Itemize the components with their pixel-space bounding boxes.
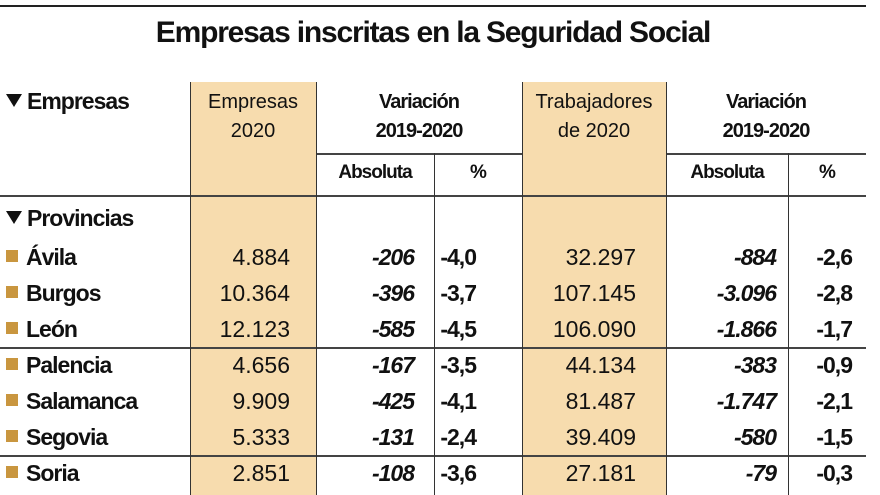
province-name: Burgos [6,280,101,307]
trabajadores-variacion-absoluta: -79 [745,460,777,486]
variacion-pct: -4,0 [440,244,477,270]
square-bullet-icon [6,250,18,262]
empresas-value: 4.656 [232,352,290,378]
group-rule-1 [0,347,866,349]
trabajadores-value: 81.487 [565,388,636,414]
province-name: Ávila [6,244,77,271]
empresas-value: 4.884 [232,244,290,270]
section-provincias: Provincias [6,205,134,232]
trabajadores-variacion-pct: -2,8 [816,280,853,306]
empresas-column-band [190,82,316,495]
table-title: Empresas inscritas en la Seguridad Socia… [155,16,712,49]
trabajadores-value: 27.181 [565,460,636,486]
province-name: Segovia [6,424,108,451]
square-bullet-icon [6,358,18,370]
variacion-pct: -3,5 [440,352,477,378]
header-variacion-empresas: Variación 2019-2020 [375,91,464,142]
header-subrule-right [666,153,866,155]
trabajadores-value: 107.145 [552,280,636,306]
trabajadores-variacion-pct: -1,5 [816,424,853,450]
col-rule-5 [666,82,667,495]
variacion-absoluta: -585 [371,316,415,342]
square-bullet-icon [6,322,18,334]
col-rule-2 [316,82,317,495]
subheader-absoluta-1: Absoluta [338,162,412,183]
triangle-down-icon [6,211,22,224]
trabajadores-value: 44.134 [565,352,636,378]
trabajadores-variacion-absoluta: -1.747 [716,388,777,414]
trabajadores-value: 106.090 [552,316,636,342]
table-row: Burgos 10.364 -396 -3,7 107.145 -3.096 -… [0,276,866,312]
province-name: León [6,316,78,343]
subheader-pct-1: % [470,162,487,183]
variacion-absoluta: -167 [371,352,415,378]
table-row: Salamanca 9.909 -425 -4,1 81.487 -1.747 … [0,384,866,420]
square-bullet-icon [6,466,18,478]
col-rule-1 [190,82,191,495]
header-variacion-trabajadores: Variación 2019-2020 [722,91,811,142]
col-rule-3 [434,153,435,495]
trabajadores-variacion-pct: -0,3 [816,460,853,486]
variacion-absoluta: -108 [371,460,415,486]
header-empresas: Empresas 2020 [207,91,299,142]
variacion-absoluta: -206 [371,244,415,270]
trabajadores-variacion-absoluta: -383 [733,352,777,378]
group-rule-2 [0,455,866,457]
col-rule-4 [522,82,523,495]
variacion-pct: -4,5 [440,316,477,342]
square-bullet-icon [6,286,18,298]
trabajadores-variacion-absoluta: -580 [733,424,777,450]
trabajadores-variacion-absoluta: -884 [733,244,777,270]
header-bottom-rule [0,195,866,197]
variacion-absoluta: -396 [371,280,415,306]
table-row: Ávila 4.884 -206 -4,0 32.297 -884 -2,6 [0,240,866,276]
table-row: León 12.123 -585 -4,5 106.090 -1.866 -1,… [0,312,866,348]
subheader-absoluta-2: Absoluta [690,162,764,183]
trabajadores-variacion-absoluta: -1.866 [716,316,777,342]
empresas-value: 10.364 [219,280,290,306]
variacion-absoluta: -131 [371,424,415,450]
table-row: Palencia 4.656 -167 -3,5 44.134 -383 -0,… [0,348,866,384]
empresas-value: 9.909 [232,388,290,414]
top-rule [0,5,866,7]
col-rule-6 [788,153,789,495]
table-row: Segovia 5.333 -131 -2,4 39.409 -580 -1,5 [0,420,866,456]
trabajadores-variacion-absoluta: -3.096 [716,280,777,306]
province-name: Salamanca [6,388,138,415]
variacion-pct: -2,4 [440,424,477,450]
variacion-pct: -4,1 [440,388,477,414]
empresas-value: 2.851 [232,460,290,486]
province-name: Palencia [6,352,112,379]
empresas-value: 5.333 [232,424,290,450]
variacion-pct: -3,6 [440,460,477,486]
trabajadores-column-band [522,82,666,495]
row-label-header: Empresas [6,88,130,115]
triangle-down-icon [6,94,22,107]
variacion-pct: -3,7 [440,280,477,306]
trabajadores-value: 39.409 [565,424,636,450]
empresas-value: 12.123 [219,316,290,342]
variacion-absoluta: -425 [371,388,415,414]
subheader-pct-2: % [819,162,836,183]
square-bullet-icon [6,394,18,406]
trabajadores-value: 32.297 [565,244,636,270]
trabajadores-variacion-pct: -2,6 [816,244,853,270]
header-trabajadores: Trabajadores de 2020 [535,91,653,142]
table-row: Soria 2.851 -108 -3,6 27.181 -79 -0,3 [0,456,866,492]
trabajadores-variacion-pct: -0,9 [816,352,853,378]
trabajadores-variacion-pct: -2,1 [816,388,853,414]
province-name: Soria [6,460,80,487]
square-bullet-icon [6,430,18,442]
trabajadores-variacion-pct: -1,7 [816,316,853,342]
header-subrule-left [316,153,522,155]
